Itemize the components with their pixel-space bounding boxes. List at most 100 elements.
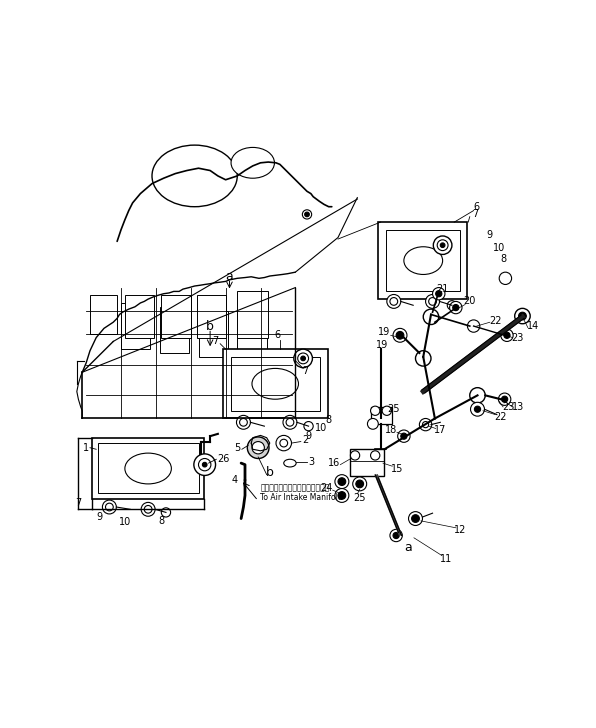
Circle shape xyxy=(368,419,378,430)
Text: 17: 17 xyxy=(434,425,446,435)
Ellipse shape xyxy=(252,368,299,399)
Circle shape xyxy=(240,419,247,426)
Circle shape xyxy=(338,478,346,486)
Circle shape xyxy=(420,419,432,431)
Text: 8: 8 xyxy=(500,254,506,264)
Bar xyxy=(197,296,226,338)
Text: a: a xyxy=(226,269,234,282)
Text: 25: 25 xyxy=(387,404,400,414)
Circle shape xyxy=(194,454,216,475)
Text: 2: 2 xyxy=(302,435,309,445)
Circle shape xyxy=(426,295,439,309)
Circle shape xyxy=(423,309,439,325)
Circle shape xyxy=(501,329,513,341)
Bar xyxy=(237,291,268,338)
Circle shape xyxy=(338,491,346,499)
Circle shape xyxy=(286,419,294,426)
Circle shape xyxy=(423,422,429,428)
Ellipse shape xyxy=(231,148,274,178)
Bar xyxy=(121,303,150,349)
Circle shape xyxy=(474,406,480,412)
Text: 26: 26 xyxy=(217,454,229,464)
Circle shape xyxy=(162,508,170,517)
Circle shape xyxy=(356,480,364,488)
Text: 7: 7 xyxy=(75,498,82,508)
Text: 22: 22 xyxy=(489,316,502,325)
Circle shape xyxy=(412,515,420,523)
Text: 9: 9 xyxy=(96,512,103,522)
Circle shape xyxy=(198,459,211,471)
Circle shape xyxy=(252,442,265,454)
Circle shape xyxy=(393,328,407,342)
Circle shape xyxy=(467,320,480,332)
Bar xyxy=(350,449,384,476)
Circle shape xyxy=(387,295,401,309)
Text: 23: 23 xyxy=(511,333,524,343)
Text: 19: 19 xyxy=(378,327,390,337)
Bar xyxy=(198,311,228,357)
Text: 9: 9 xyxy=(306,431,312,441)
Bar xyxy=(90,296,117,333)
Circle shape xyxy=(470,403,485,416)
Bar xyxy=(231,357,320,411)
Text: 7: 7 xyxy=(302,365,309,376)
Circle shape xyxy=(429,298,436,305)
Text: 18: 18 xyxy=(384,425,397,435)
Bar xyxy=(162,296,191,338)
Circle shape xyxy=(304,422,313,431)
Circle shape xyxy=(247,437,269,459)
Circle shape xyxy=(103,500,116,514)
Text: 12: 12 xyxy=(454,525,466,535)
Circle shape xyxy=(280,439,288,447)
Circle shape xyxy=(305,212,309,217)
Circle shape xyxy=(353,477,367,491)
Text: b: b xyxy=(206,320,214,333)
Text: 23: 23 xyxy=(502,402,515,412)
Circle shape xyxy=(449,301,462,314)
Text: 22: 22 xyxy=(495,412,507,422)
Circle shape xyxy=(519,312,526,320)
Text: To Air Intake Manifold: To Air Intake Manifold xyxy=(260,494,343,502)
Circle shape xyxy=(408,512,423,526)
Circle shape xyxy=(415,351,431,366)
Circle shape xyxy=(401,433,407,439)
Bar xyxy=(371,407,392,424)
Circle shape xyxy=(396,331,404,339)
Circle shape xyxy=(515,309,530,324)
Circle shape xyxy=(144,505,152,513)
Circle shape xyxy=(371,451,380,460)
Text: 10: 10 xyxy=(493,242,505,253)
Circle shape xyxy=(436,290,442,297)
Circle shape xyxy=(433,236,452,255)
Text: b: b xyxy=(266,466,274,479)
Circle shape xyxy=(294,349,312,368)
Text: 8: 8 xyxy=(325,415,332,425)
Text: 3: 3 xyxy=(309,457,315,467)
Circle shape xyxy=(297,353,309,364)
Bar xyxy=(92,438,204,499)
Text: 6: 6 xyxy=(275,331,281,340)
Circle shape xyxy=(335,475,349,488)
Text: 9: 9 xyxy=(487,230,493,240)
Circle shape xyxy=(335,488,349,502)
Circle shape xyxy=(203,462,207,467)
Bar xyxy=(125,296,154,338)
Text: 7: 7 xyxy=(212,336,219,347)
Circle shape xyxy=(276,435,291,451)
Ellipse shape xyxy=(125,453,172,484)
Ellipse shape xyxy=(284,459,296,467)
Text: 25: 25 xyxy=(353,493,366,503)
Text: 6: 6 xyxy=(474,202,480,212)
Circle shape xyxy=(301,356,305,360)
Circle shape xyxy=(393,532,399,539)
Circle shape xyxy=(302,210,312,219)
Text: 10: 10 xyxy=(119,518,131,527)
Circle shape xyxy=(105,503,113,511)
Text: 7: 7 xyxy=(472,210,479,219)
Bar xyxy=(98,443,198,493)
Text: 21: 21 xyxy=(436,284,449,294)
Circle shape xyxy=(447,301,457,310)
Circle shape xyxy=(382,406,392,416)
Text: 16: 16 xyxy=(328,458,340,468)
Text: 19: 19 xyxy=(376,340,389,350)
